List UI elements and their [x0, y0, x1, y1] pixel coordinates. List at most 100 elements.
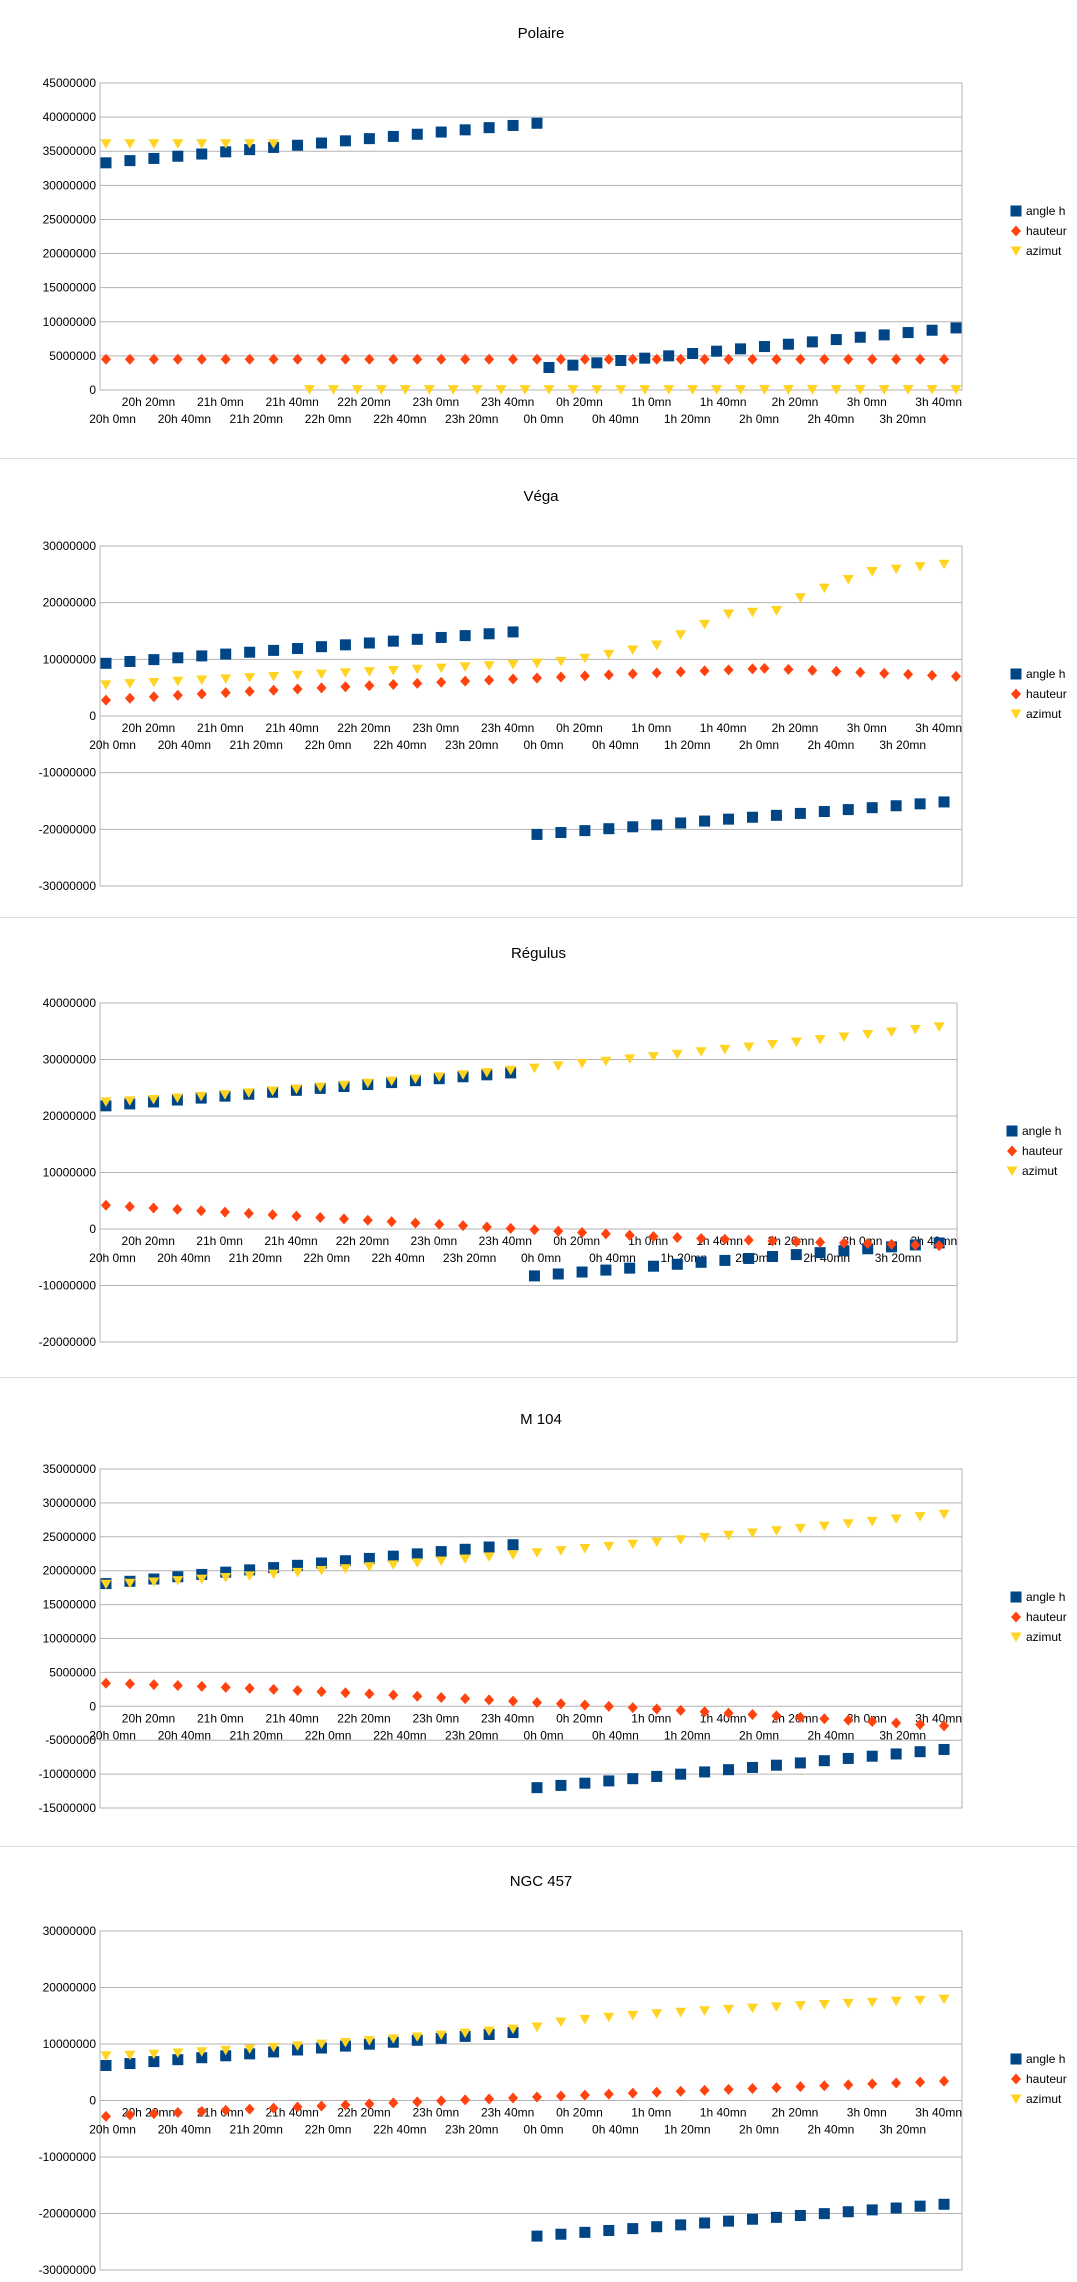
- legend-marker: [1010, 246, 1022, 256]
- x-tick-label: 3h 0mn: [847, 721, 887, 735]
- point-azimut: [603, 2012, 615, 2023]
- x-tick-label: 20h 0mn: [89, 738, 136, 752]
- point-azimut: [148, 2049, 160, 2060]
- point-hauteur: [268, 1683, 279, 1695]
- legend-marker: [1011, 225, 1021, 237]
- point-angle-h: [531, 117, 543, 129]
- point-azimut: [699, 619, 711, 630]
- point-angle-h: [603, 2224, 615, 2236]
- x-tick-label: 21h 20mn: [230, 2123, 283, 2137]
- point-azimut: [459, 1554, 471, 1564]
- point-hauteur: [196, 2105, 207, 2117]
- point-angle-h: [647, 1260, 659, 1272]
- point-hauteur: [412, 1690, 423, 1702]
- point-azimut: [399, 385, 411, 395]
- point-azimut: [339, 668, 351, 678]
- chart-separator: [0, 917, 1077, 918]
- point-hauteur: [531, 2091, 542, 2103]
- point-azimut: [854, 385, 866, 395]
- point-azimut: [148, 1094, 160, 1105]
- point-hauteur: [675, 1704, 686, 1716]
- point-azimut: [699, 2006, 711, 2016]
- point-hauteur: [579, 1699, 590, 1711]
- point-hauteur: [196, 1205, 207, 1217]
- point-hauteur: [747, 353, 758, 365]
- point-hauteur: [579, 670, 590, 682]
- point-hauteur: [815, 1236, 826, 1248]
- x-tick-label: 23h 20mn: [445, 738, 498, 752]
- point-azimut: [327, 385, 339, 395]
- point-hauteur: [196, 688, 207, 700]
- point-azimut: [818, 2000, 830, 2010]
- point-angle-h: [435, 126, 447, 138]
- point-hauteur: [100, 694, 111, 706]
- point-azimut: [409, 1074, 421, 1085]
- point-hauteur: [627, 1702, 638, 1714]
- point-azimut: [600, 1056, 612, 1067]
- x-tick-label: 0h 20mn: [556, 2106, 603, 2120]
- y-tick-label: -30000000: [39, 879, 97, 893]
- x-tick-label: 0h 20mn: [556, 721, 603, 735]
- point-azimut: [647, 1052, 659, 1062]
- point-angle-h: [339, 1555, 351, 1567]
- x-tick-label: 3h 0mn: [847, 2106, 887, 2120]
- point-angle-h: [292, 139, 304, 151]
- y-tick-label: 20000000: [43, 1109, 97, 1123]
- x-tick-label: 0h 0mn: [524, 412, 564, 426]
- point-azimut: [950, 385, 962, 395]
- point-azimut: [579, 653, 591, 664]
- point-hauteur: [675, 353, 686, 365]
- point-azimut: [457, 1070, 469, 1080]
- point-azimut: [435, 1556, 447, 1566]
- point-hauteur: [939, 1720, 950, 1732]
- legend-label: azimut: [1026, 244, 1062, 258]
- point-azimut: [362, 1078, 374, 1089]
- point-azimut: [507, 1550, 519, 1560]
- point-angle-h: [866, 802, 878, 814]
- point-angle-h: [695, 1256, 707, 1268]
- x-tick-label: 23h 40mn: [481, 721, 534, 735]
- point-angle-h: [926, 324, 938, 336]
- y-tick-label: 20000000: [43, 247, 97, 261]
- point-angle-h: [196, 2052, 208, 2064]
- point-angle-h: [842, 1752, 854, 1764]
- point-angle-h: [782, 338, 794, 350]
- point-angle-h: [196, 1568, 208, 1580]
- point-hauteur: [148, 691, 159, 703]
- point-hauteur: [412, 353, 423, 365]
- legend-marker: [1006, 1125, 1018, 1137]
- y-tick-label: 0: [89, 1222, 96, 1236]
- point-azimut: [890, 1514, 902, 1525]
- chart-panel-m104: M 104 -15000000 -10000000 -5000000 0 5000000 1…: [0, 1378, 1077, 1846]
- point-azimut: [818, 1521, 830, 1532]
- x-tick-label: 1h 0mn: [631, 721, 671, 735]
- y-tick-label: -10000000: [39, 766, 97, 780]
- point-azimut: [567, 385, 579, 395]
- chart-panel-polaire: Polaire 0 5000000 10000000 15000000 20000000 2…: [0, 0, 1077, 458]
- plot-frame: [99, 82, 963, 391]
- point-azimut: [196, 139, 208, 149]
- point-azimut: [435, 2030, 447, 2041]
- point-angle-h: [567, 359, 579, 371]
- point-azimut: [481, 1068, 493, 1078]
- point-hauteur: [340, 681, 351, 693]
- point-azimut: [292, 1567, 304, 1578]
- point-hauteur: [699, 1706, 710, 1718]
- point-azimut: [196, 2047, 208, 2057]
- point-azimut: [579, 1544, 591, 1554]
- point-azimut: [723, 1530, 735, 1541]
- series-hauteur: [100, 1199, 945, 1252]
- x-tick-label: 2h 20mn: [772, 395, 819, 409]
- point-hauteur: [771, 2082, 782, 2094]
- point-azimut: [719, 1044, 731, 1055]
- point-angle-h: [830, 334, 842, 346]
- point-azimut: [746, 1528, 758, 1538]
- point-hauteur: [100, 1677, 111, 1689]
- x-tick-label: 2h 0mn: [739, 412, 779, 426]
- point-hauteur: [843, 353, 854, 365]
- point-hauteur: [505, 1222, 516, 1234]
- point-azimut: [124, 679, 136, 689]
- chart-panel-ngc457: NGC 457 -30000000 -20000000 -10000000 0 10000…: [0, 1847, 1077, 2282]
- point-hauteur: [172, 2106, 183, 2118]
- point-hauteur: [627, 668, 638, 680]
